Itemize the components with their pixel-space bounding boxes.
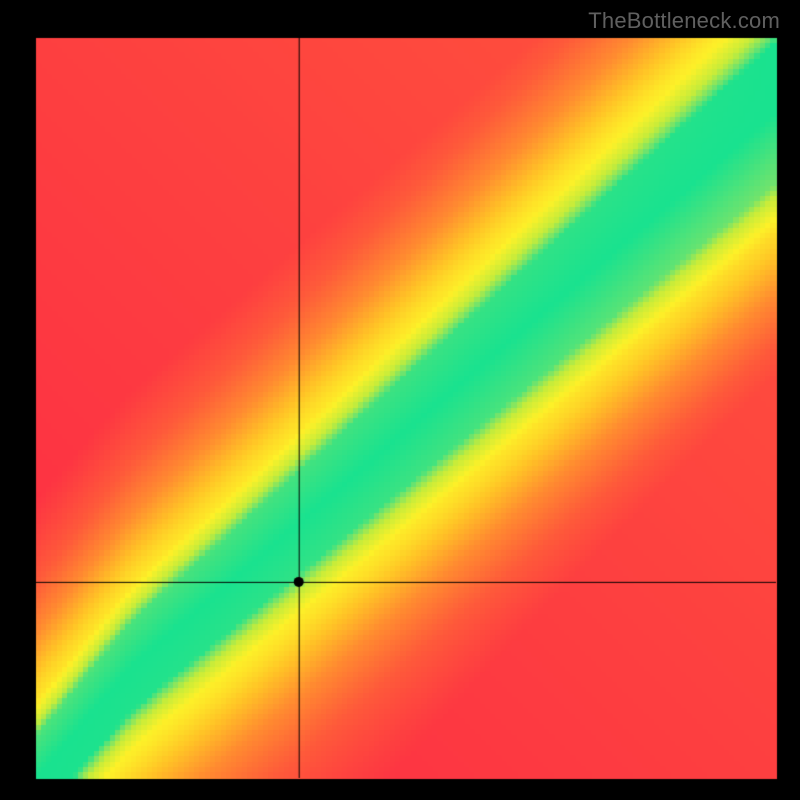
watermark-text: TheBottleneck.com [588, 8, 780, 34]
